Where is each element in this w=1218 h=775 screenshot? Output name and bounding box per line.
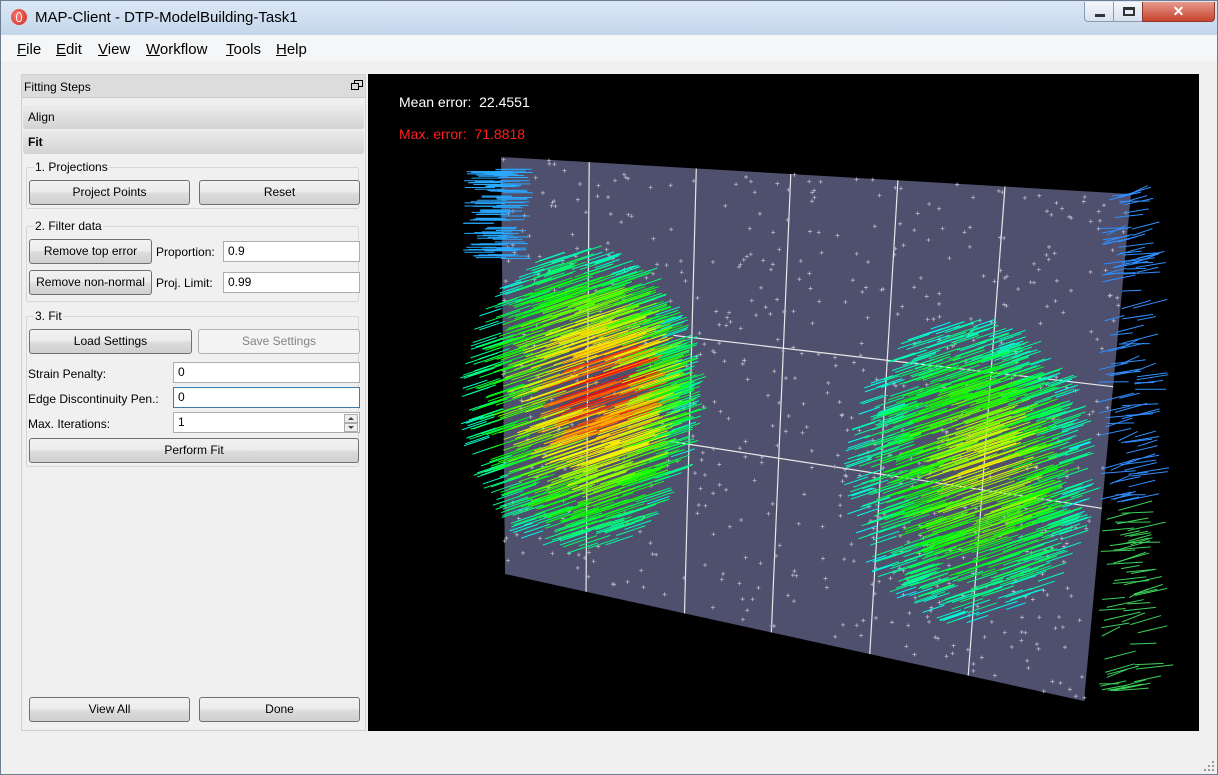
undock-icon[interactable]	[351, 80, 363, 90]
panel-header[interactable]: Fitting Steps	[22, 75, 365, 98]
menu-tools[interactable]: Tools	[226, 41, 262, 58]
remove-top-error-button[interactable]: Remove top error	[29, 239, 152, 264]
title-bar[interactable]: MAP-Client - DTP-ModelBuilding-Task1	[1, 1, 1217, 35]
load-settings-button[interactable]: Load Settings	[29, 329, 192, 354]
menu-edit[interactable]: Edit	[56, 41, 82, 58]
panel-title: Fitting Steps	[24, 80, 91, 94]
done-button[interactable]: Done	[199, 697, 360, 722]
spin-up-icon[interactable]	[344, 414, 358, 423]
scene-canvas	[460, 157, 1174, 701]
strain-penalty-label: Strain Penalty:	[28, 367, 107, 381]
fitting-steps-panel: Fitting Steps Align Fit 1. Projections P…	[21, 74, 366, 731]
project-points-button[interactable]: Project Points	[29, 180, 190, 205]
menu-bar: File Edit View Workflow Tools Help	[1, 35, 1217, 61]
perform-fit-button[interactable]: Perform Fit	[29, 438, 359, 463]
menu-workflow[interactable]: Workflow	[146, 41, 208, 58]
proj-limit-label: Proj. Limit:	[156, 276, 213, 290]
menu-view[interactable]: View	[98, 41, 131, 58]
window-title: MAP-Client - DTP-ModelBuilding-Task1	[35, 9, 298, 26]
edge-discontinuity-input[interactable]: 0	[173, 387, 360, 408]
max-iterations-label: Max. Iterations:	[28, 417, 111, 431]
reset-button[interactable]: Reset	[199, 180, 360, 205]
proportion-label: Proportion:	[156, 245, 215, 259]
resize-grip-icon[interactable]	[1203, 760, 1215, 772]
projections-title: 1. Projections	[34, 160, 109, 174]
mean-error-readout: Mean error: 22.4551	[399, 94, 530, 110]
max-iterations-value: 1	[178, 415, 185, 429]
remove-non-normal-button[interactable]: Remove non-normal	[29, 270, 152, 295]
3d-viewport[interactable]: Mean error: 22.4551 Max. error: 71.8818	[368, 74, 1199, 731]
fit-title: 3. Fit	[34, 309, 63, 323]
minimize-button[interactable]	[1084, 2, 1114, 22]
edge-discontinuity-label: Edge Discontinuity Pen.:	[28, 392, 159, 406]
max-error-readout: Max. error: 71.8818	[399, 126, 526, 142]
spin-down-icon[interactable]	[344, 423, 358, 432]
close-button[interactable]	[1142, 2, 1215, 22]
app-icon	[11, 9, 27, 25]
proportion-input[interactable]: 0.9	[223, 241, 360, 262]
tab-fit[interactable]: Fit	[23, 130, 364, 154]
view-all-button[interactable]: View All	[29, 697, 190, 722]
filter-data-title: 2. Filter data	[34, 219, 103, 233]
max-iterations-spinbox[interactable]: 1	[173, 412, 360, 433]
menu-help[interactable]: Help	[276, 41, 307, 58]
save-settings-button[interactable]: Save Settings	[198, 329, 360, 354]
menu-file[interactable]: File	[17, 41, 42, 58]
filter-data-group	[26, 226, 359, 302]
maximize-button[interactable]	[1113, 2, 1143, 22]
proj-limit-input[interactable]: 0.99	[223, 272, 360, 293]
strain-penalty-input[interactable]: 0	[173, 362, 360, 383]
tab-align[interactable]: Align	[23, 105, 364, 129]
error-vectors	[460, 168, 1174, 692]
